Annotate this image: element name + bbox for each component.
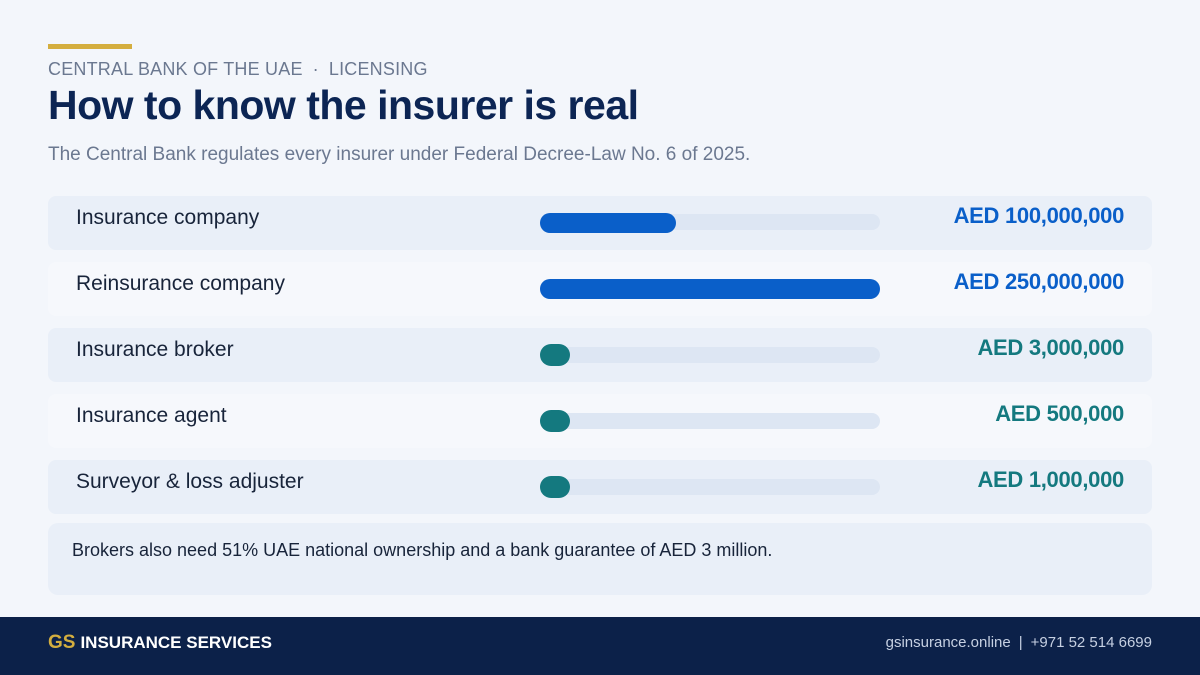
bar-track bbox=[540, 279, 880, 299]
category-label: Insurance company bbox=[76, 206, 260, 229]
value-label: AED 1,000,000 bbox=[977, 467, 1124, 492]
page-title: How to know the insurer is real bbox=[48, 82, 639, 128]
bar-fill bbox=[540, 344, 570, 366]
value-label: AED 250,000,000 bbox=[953, 269, 1125, 294]
chart-row: Insurance agent AED 500,000 bbox=[48, 394, 1152, 448]
eyebrow: CENTRAL BANK OF THE UAE · LICENSING bbox=[48, 59, 428, 80]
category-label: Reinsurance company bbox=[76, 272, 285, 295]
bar-track bbox=[540, 344, 880, 366]
bar-fill bbox=[540, 279, 880, 299]
contact-info: gsinsurance.online | +971 52 514 6699 bbox=[886, 634, 1152, 651]
category-label: Insurance broker bbox=[76, 338, 234, 361]
brand-name: INSURANCE SERVICES bbox=[80, 633, 272, 652]
eyebrow-separator: · bbox=[312, 59, 319, 79]
chart-row: Surveyor & loss adjuster AED 1,000,000 bbox=[48, 460, 1152, 514]
value-label: AED 3,000,000 bbox=[977, 335, 1124, 360]
eyebrow-section: LICENSING bbox=[328, 59, 428, 79]
accent-bar bbox=[48, 44, 132, 49]
brand: GS INSURANCE SERVICES bbox=[48, 632, 272, 654]
chart-row: Reinsurance company AED 250,000,000 bbox=[48, 262, 1152, 316]
contact-separator: | bbox=[1018, 634, 1023, 651]
footer: GS INSURANCE SERVICES gsinsurance.online |… bbox=[0, 617, 1200, 675]
website-link[interactable]: gsinsurance.online bbox=[885, 634, 1011, 651]
category-label: Insurance agent bbox=[76, 404, 227, 427]
value-label: AED 500,000 bbox=[995, 401, 1124, 426]
chart-row: Insurance broker AED 3,000,000 bbox=[48, 328, 1152, 382]
page-subtitle: The Central Bank regulates every insurer… bbox=[48, 144, 751, 165]
phone-number[interactable]: +971 52 514 6699 bbox=[1030, 634, 1152, 651]
eyebrow-org: CENTRAL BANK OF THE UAE bbox=[48, 59, 303, 79]
note-text: Brokers also need 51% UAE national owner… bbox=[72, 540, 773, 560]
chart-row: Insurance company AED 100,000,000 bbox=[48, 196, 1152, 250]
bar-fill bbox=[540, 213, 676, 233]
note-box: Brokers also need 51% UAE national owner… bbox=[48, 523, 1152, 595]
bar-track bbox=[540, 213, 880, 233]
brand-mark: GS bbox=[48, 632, 76, 653]
bar-fill bbox=[540, 410, 570, 432]
value-label: AED 100,000,000 bbox=[953, 203, 1125, 228]
bar-fill bbox=[540, 476, 570, 498]
bar-track bbox=[540, 410, 880, 432]
bar-track bbox=[540, 476, 880, 498]
category-label: Surveyor & loss adjuster bbox=[76, 470, 304, 493]
